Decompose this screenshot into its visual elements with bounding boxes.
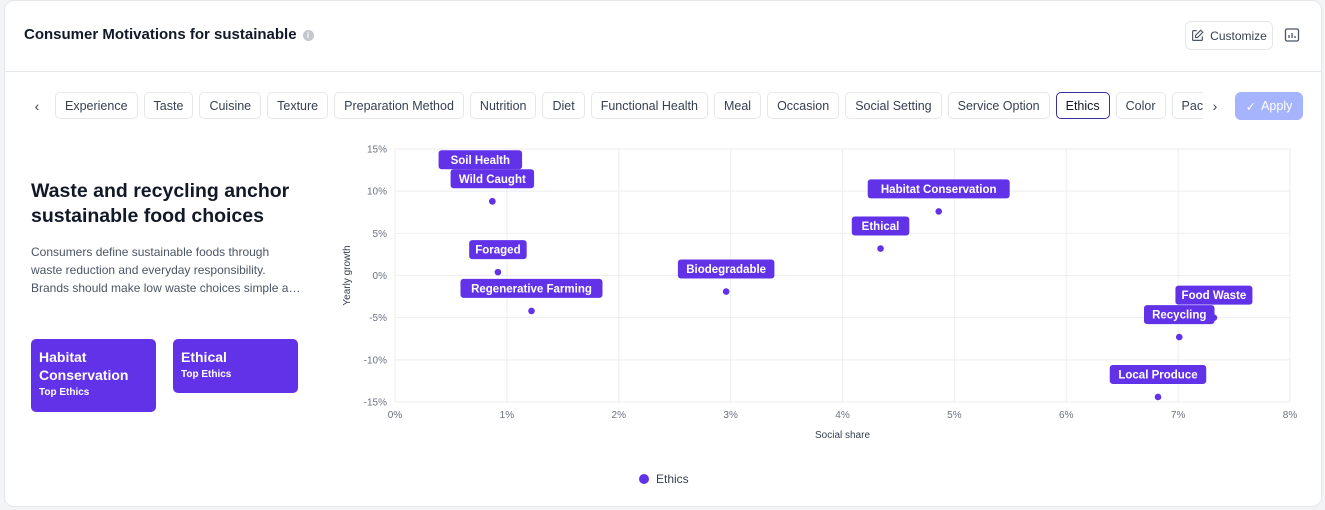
x-tick-label: 1% — [500, 410, 515, 421]
data-label: Regenerative Farming — [471, 283, 592, 295]
insight-description: Consumers define sustainable foods throu… — [31, 245, 301, 295]
data-label-box — [677, 259, 775, 279]
y-tick-label: -10% — [364, 355, 387, 366]
tab-nutrition[interactable]: Nutrition — [469, 92, 537, 119]
y-tick-label: 15% — [367, 145, 387, 156]
badge-subtitle: Top Ethics — [39, 387, 90, 398]
data-point — [877, 245, 884, 252]
x-tick-label: 6% — [1059, 410, 1074, 421]
data-point — [935, 208, 943, 215]
data-label: Food Waste — [1182, 290, 1247, 302]
badge-title: Ethical — [181, 349, 227, 365]
chart-settings-icon[interactable] — [1283, 26, 1301, 44]
tab-texture[interactable]: Texture — [267, 92, 329, 119]
data-label: Local Produce — [1118, 369, 1197, 381]
check-icon: ✓ — [1245, 99, 1257, 114]
tab-color[interactable]: Color — [1115, 92, 1166, 119]
tab-diet[interactable]: Diet — [542, 92, 585, 119]
data-label-box — [1109, 364, 1207, 384]
data-label: Ethical — [862, 221, 900, 233]
tab-packaging[interactable]: Packaging — [1171, 92, 1203, 119]
insight-headline: Waste and recycling anchor sustainable f… — [31, 180, 290, 227]
data-label-box — [1175, 285, 1253, 305]
tab-occasion[interactable]: Occasion — [767, 92, 840, 119]
y-axis-label: Yearly growth — [342, 245, 353, 305]
data-point — [1154, 393, 1162, 401]
x-tick-label: 0% — [388, 410, 403, 421]
page-title: Consumer Motivations for sustainable i — [24, 26, 314, 43]
y-tick-label: 5% — [373, 229, 388, 240]
data-label: Recycling — [1152, 310, 1206, 322]
x-tick-label: 2% — [612, 410, 627, 421]
data-point — [489, 197, 496, 205]
scroll-right-icon[interactable]: › — [1212, 98, 1218, 114]
x-tick-label: 5% — [947, 410, 962, 421]
badge-subtitle: Top Ethics — [181, 369, 232, 380]
tab-social-setting[interactable]: Social Setting — [845, 92, 942, 119]
data-point — [528, 307, 535, 315]
data-label: Foraged — [475, 245, 520, 257]
y-tick-label: 0% — [373, 271, 388, 282]
x-tick-label: 7% — [1171, 410, 1186, 421]
data-label: Habitat Conservation — [881, 184, 997, 196]
top-badge-habitat-conservation: Habitat Conservation Top Ethics — [31, 339, 156, 412]
chart-legend[interactable]: Ethics — [639, 472, 689, 486]
apply-button[interactable]: ✓ Apply — [1235, 92, 1303, 120]
data-label: Soil Health — [451, 155, 510, 167]
legend-marker — [639, 474, 649, 484]
legend-label: Ethics — [656, 472, 689, 486]
data-label: Wild Caught — [459, 174, 526, 186]
data-label: Biodegradable — [686, 264, 766, 276]
tab-taste[interactable]: Taste — [143, 92, 194, 119]
data-label-box — [460, 278, 603, 298]
chart-card: Consumer Motivations for sustainable i Cu… — [4, 0, 1322, 507]
data-point — [1175, 333, 1183, 341]
badge-title: Habitat Conservation — [39, 349, 129, 383]
x-axis-label: Social share — [815, 430, 870, 441]
scatter-chart: 0% 1% 2% 3% 4% 5% 6% 7% 8% 15% 10% 5% 0% -5% -10% -15% S… — [342, 145, 1298, 442]
tab-preparation-method[interactable]: Preparation Method — [334, 92, 464, 119]
data-label-box — [1143, 305, 1215, 325]
y-tick-label: 10% — [367, 187, 387, 198]
tab-service-option[interactable]: Service Option — [947, 92, 1050, 119]
apply-label: Apply — [1261, 99, 1293, 113]
customize-label: Customize — [1210, 28, 1267, 43]
scroll-left-icon[interactable]: ‹ — [34, 98, 40, 114]
info-icon[interactable]: i — [302, 29, 314, 41]
data-label-box — [469, 240, 527, 260]
x-tick-label: 4% — [835, 410, 850, 421]
data-label-box — [450, 169, 535, 189]
title-text: Consumer Motivations for sustainable — [24, 26, 297, 43]
tab-experience[interactable]: Experience — [55, 92, 138, 119]
x-tick-label: 8% — [1283, 410, 1298, 421]
tab-meal[interactable]: Meal — [713, 92, 762, 119]
tabs-scroll: Experience Taste Cuisine Texture Preparation… — [55, 92, 1203, 120]
edit-icon — [1192, 29, 1204, 41]
data-point — [722, 288, 730, 295]
data-label-box — [438, 150, 523, 170]
card-header: Consumer Motivations for sustainable i Cu… — [5, 1, 1321, 72]
data-label-box — [851, 216, 910, 236]
data-point — [494, 268, 502, 276]
tabs-row: ‹ Experience Taste Cuisine Texture Preparati… — [5, 92, 1321, 120]
x-tick-label: 3% — [723, 410, 738, 421]
tab-functional-health[interactable]: Functional Health — [590, 92, 708, 119]
customize-button[interactable]: Customize — [1185, 21, 1273, 50]
tab-ethics[interactable]: Ethics — [1055, 92, 1110, 119]
tab-cuisine[interactable]: Cuisine — [199, 92, 262, 119]
top-badge-ethical: Ethical Top Ethics — [173, 339, 298, 393]
y-tick-label: -5% — [369, 313, 387, 324]
y-tick-label: -15% — [364, 398, 387, 409]
data-label-box — [867, 179, 1010, 199]
